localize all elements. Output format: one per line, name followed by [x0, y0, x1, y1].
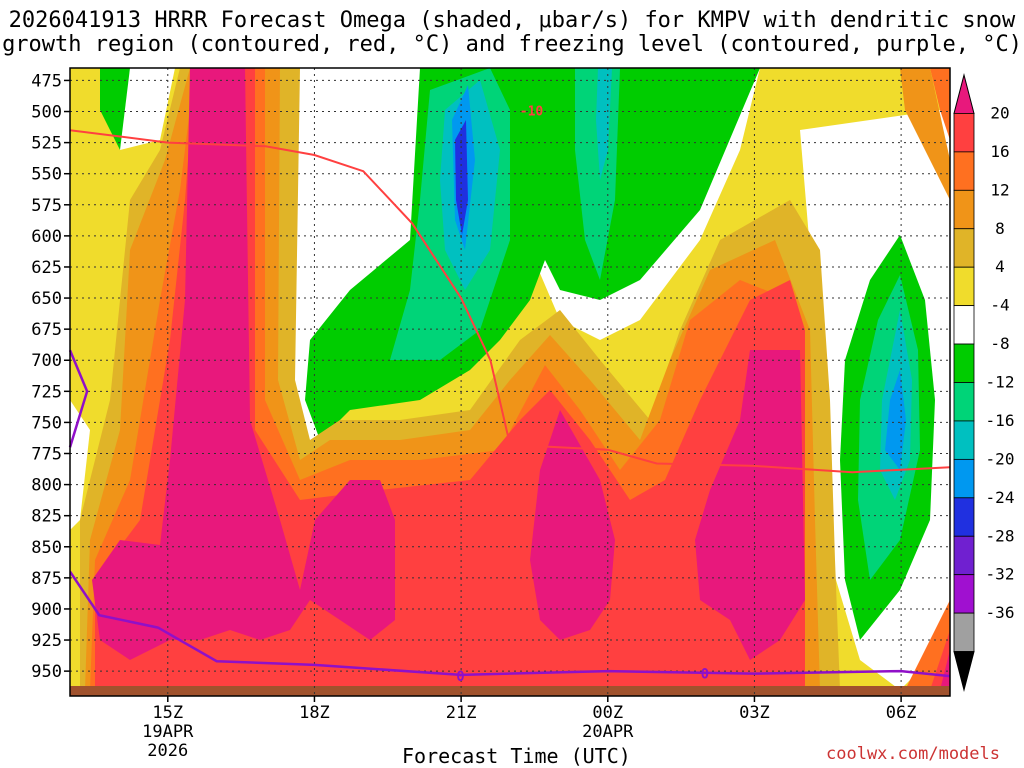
colorbar-bin	[953, 651, 975, 692]
source-credit[interactable]: coolwx.com/models	[826, 744, 1000, 764]
positive-omega-core	[695, 350, 805, 660]
colorbar-bin	[953, 382, 975, 422]
negative-omega-region	[596, 68, 612, 180]
x-tick-label: 21Z	[446, 703, 477, 723]
negative-omega-region	[100, 68, 130, 150]
y-tick-label: 575	[31, 196, 62, 216]
x-tick-label: 20APR	[582, 722, 634, 742]
y-tick-label: 825	[31, 507, 62, 527]
colorbar: 20 16 12 8 4 -4 -8 -12 -16 -20 -24 -28 -32 -36	[953, 73, 1015, 692]
y-tick-label: 625	[31, 258, 62, 278]
y-tick-label: 950	[31, 662, 62, 682]
colorbar-label: 8	[995, 219, 1005, 238]
x-tick-label: 03Z	[739, 703, 770, 723]
colorbar-label: 20	[990, 103, 1009, 122]
colorbar-bin	[953, 420, 975, 460]
colorbar-bin	[953, 458, 975, 499]
y-tick-label: 700	[31, 351, 62, 371]
y-tick-label: 800	[31, 476, 62, 496]
colorbar-bin	[953, 305, 975, 345]
y-axis: 475 500 525 550 575 600 625 650 675 700 725 750 775 8…	[31, 71, 70, 682]
colorbar-label: -36	[986, 603, 1015, 622]
x-tick-label: 19APR	[142, 722, 194, 742]
y-tick-label: 650	[31, 289, 62, 309]
colorbar-bin	[953, 266, 975, 307]
colorbar-label: 12	[990, 180, 1009, 199]
colorbar-label: -8	[990, 334, 1009, 353]
colorbar-label: -28	[986, 526, 1015, 545]
colorbar-label: -12	[986, 373, 1015, 392]
colorbar-label: 4	[995, 257, 1005, 276]
omega-shading	[70, 68, 950, 696]
x-tick-label: 2026	[147, 741, 188, 761]
pressure-gridlines	[70, 79, 950, 672]
freezing-level-label: 0	[456, 669, 464, 685]
positive-omega-core	[940, 650, 950, 690]
positive-omega-region	[930, 68, 950, 140]
colorbar-label: -20	[986, 449, 1015, 468]
plot-frame	[69, 67, 951, 697]
colorbar-bin	[953, 113, 975, 153]
ground-strip	[70, 686, 950, 696]
colorbar-bin	[953, 535, 975, 576]
colorbar-bin	[953, 574, 975, 614]
x-tick-label: 06Z	[886, 703, 917, 723]
y-tick-label: 525	[31, 134, 62, 154]
colorbar-label: 16	[990, 142, 1009, 161]
freezing-level-contour	[70, 570, 950, 678]
y-tick-label: 850	[31, 538, 62, 558]
y-tick-label: 875	[31, 569, 62, 589]
colorbar-label: -24	[986, 488, 1015, 507]
time-gridlines	[167, 68, 902, 696]
colorbar-bin	[953, 228, 975, 268]
y-tick-label: 900	[31, 600, 62, 620]
dendritic-growth-contour-label: -10	[520, 104, 544, 119]
y-tick-label: 925	[31, 631, 62, 651]
colorbar-bin	[953, 612, 975, 652]
freezing-level-label: 0	[701, 667, 709, 683]
dendritic-growth-contour	[70, 129, 950, 474]
colorbar-bin	[953, 189, 975, 230]
y-tick-label: 600	[31, 227, 62, 247]
y-tick-label: 500	[31, 103, 62, 123]
colorbar-bin	[953, 497, 975, 537]
y-tick-label: 775	[31, 445, 62, 465]
colorbar-label: -4	[990, 296, 1009, 315]
y-tick-label: 550	[31, 165, 62, 185]
negative-omega-region	[885, 370, 906, 470]
colorbar-bin	[953, 151, 975, 191]
colorbar-label: -16	[986, 411, 1015, 430]
x-axis-label: Forecast Time (UTC)	[402, 744, 631, 768]
y-tick-label: 725	[31, 382, 62, 402]
chart-title: 2026041913 HRRR Forecast Omega (shaded, …	[8, 8, 1016, 33]
positive-omega-region	[900, 68, 950, 200]
x-tick-label: 00Z	[592, 703, 623, 723]
positive-omega-core	[530, 410, 615, 640]
y-tick-label: 750	[31, 413, 62, 433]
y-tick-label: 675	[31, 320, 62, 340]
colorbar-bin	[953, 343, 975, 383]
x-tick-label: 15Z	[152, 703, 183, 723]
x-tick-label: 18Z	[299, 703, 330, 723]
colorbar-label: -32	[986, 565, 1015, 584]
y-tick-label: 475	[31, 71, 62, 91]
colorbar-bin	[953, 73, 975, 114]
chart-subtitle: growth region (contoured, red, °C) and f…	[2, 32, 1022, 57]
freezing-level-contour	[68, 349, 89, 448]
